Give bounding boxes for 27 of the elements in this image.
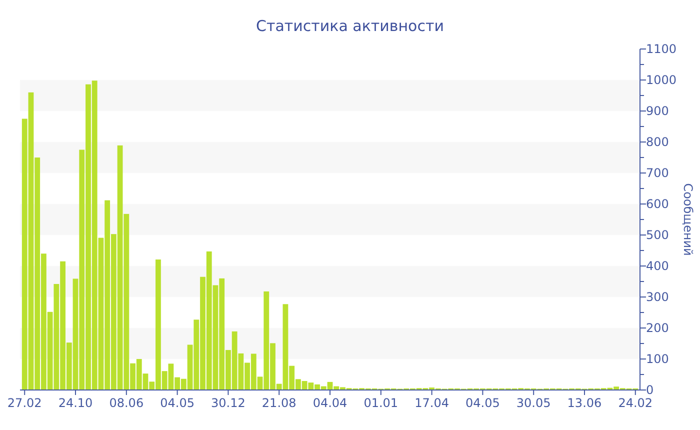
x-tick-label: 27.02 xyxy=(7,396,42,410)
y-tick-label: 900 xyxy=(646,104,669,118)
y-tick-label: 100 xyxy=(646,352,669,366)
x-tick-label: 04.04 xyxy=(312,396,348,410)
y-tick-label: 800 xyxy=(646,135,669,150)
x-tick-label: 01.01 xyxy=(364,396,398,410)
x-tick-label: 13.06 xyxy=(567,396,602,410)
y-tick-label: 200 xyxy=(646,321,669,336)
x-tick-label: 30.12 xyxy=(211,396,246,410)
chart-title: Статистика активности xyxy=(256,17,444,35)
x-tick-label: 08.06 xyxy=(109,396,144,410)
y-tick-label: 1000 xyxy=(646,73,677,88)
y-tick-label: 400 xyxy=(646,259,669,274)
x-tick-label: 30.05 xyxy=(516,396,551,410)
y-tick-label: 0 xyxy=(646,383,654,398)
y-tick-label: 600 xyxy=(646,197,669,212)
y-tick-label: 500 xyxy=(646,228,669,242)
y-tick-label: 300 xyxy=(646,290,669,304)
x-tick-label: 04.05 xyxy=(160,396,194,410)
y-tick-label: 700 xyxy=(646,166,669,180)
x-tick-label: 04.05 xyxy=(466,396,500,410)
x-tick-label: 17.04 xyxy=(414,396,449,410)
y-tick-label: 1100 xyxy=(646,42,677,56)
x-tick-label: 24.10 xyxy=(58,396,93,410)
x-tick-label: 24.02 xyxy=(618,396,653,410)
y-axis-title: Сообщений xyxy=(680,183,695,256)
x-tick-label: 21.08 xyxy=(262,396,296,410)
